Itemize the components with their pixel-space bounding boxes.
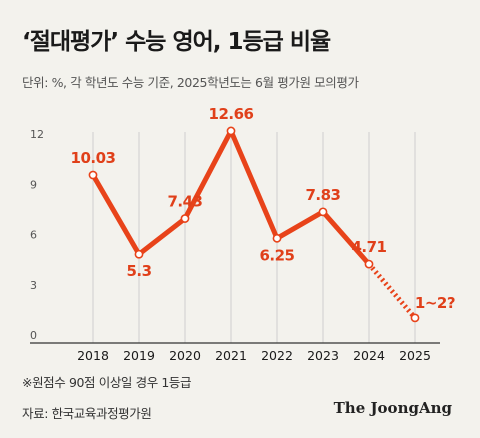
x-tick-label: 2021 <box>215 348 247 363</box>
x-tick-label: 2023 <box>307 348 339 363</box>
data-label-2020: 7.43 <box>167 193 202 211</box>
data-point-2021 <box>227 127 234 134</box>
x-tick-label: 2024 <box>353 348 385 363</box>
footnote: ※원점수 90점 이상일 경우 1등급 <box>22 372 191 391</box>
y-tick-label: 6 <box>30 229 37 242</box>
data-label-2018: 10.03 <box>71 149 116 167</box>
data-point-2022 <box>273 235 280 242</box>
series-line-dashed <box>369 264 415 318</box>
y-tick-label: 9 <box>30 178 37 191</box>
data-label-2025: 1~2? <box>415 294 455 312</box>
data-point-2024 <box>365 261 372 268</box>
x-tick-label: 2025 <box>399 348 431 363</box>
y-axis-ticks: 0 3 6 9 12 <box>30 128 44 342</box>
data-label-2021: 12.66 <box>209 105 254 123</box>
source-note: 자료: 한국교육과정평가원 <box>22 403 152 422</box>
y-tick-label: 3 <box>30 279 37 292</box>
data-point-2018 <box>89 171 96 178</box>
data-point-2025 <box>411 314 418 321</box>
data-point-2023 <box>319 208 326 215</box>
data-label-2022: 6.25 <box>259 246 294 264</box>
data-label-2023: 7.83 <box>305 186 340 204</box>
brand-logo: The JoongAng <box>334 399 452 417</box>
x-tick-label: 2020 <box>169 348 201 363</box>
y-tick-label: 12 <box>30 128 44 141</box>
x-tick-label: 2018 <box>77 348 109 363</box>
series-line <box>93 131 415 318</box>
y-tick-label: 0 <box>30 329 37 342</box>
data-point-2020 <box>181 215 188 222</box>
x-tick-label: 2022 <box>261 348 293 363</box>
x-tick-label: 2019 <box>123 348 155 363</box>
x-axis-ticks: 2018 2019 2020 2021 2022 2023 2024 2025 <box>77 348 431 363</box>
data-label-2024: 4.71 <box>351 238 386 256</box>
data-label-2019: 5.3 <box>126 262 151 280</box>
data-point-2019 <box>135 251 142 258</box>
